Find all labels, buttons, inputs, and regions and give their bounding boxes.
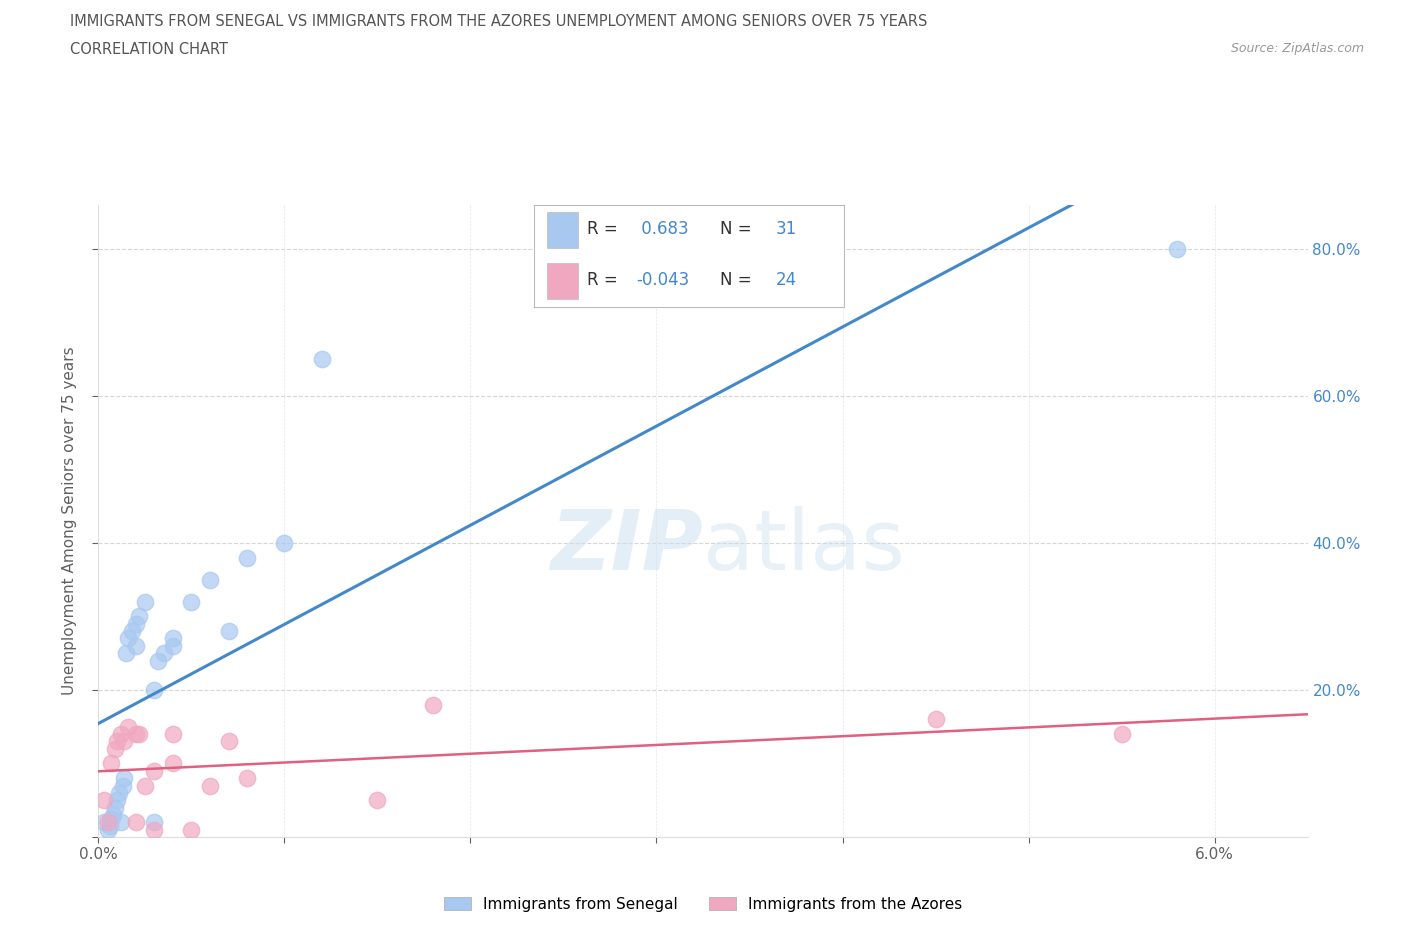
Point bbox=[114, 771, 136, 786]
Point bbox=[104, 800, 127, 815]
Point bbox=[180, 594, 202, 609]
Point bbox=[134, 778, 156, 793]
Point bbox=[124, 815, 146, 830]
Point bbox=[105, 792, 128, 807]
Point bbox=[143, 815, 166, 830]
Point bbox=[105, 734, 128, 749]
Point bbox=[422, 698, 444, 712]
Point bbox=[104, 741, 127, 756]
Text: -0.043: -0.043 bbox=[637, 272, 689, 289]
Text: R =: R = bbox=[586, 220, 623, 238]
Point bbox=[134, 594, 156, 609]
Point bbox=[97, 815, 120, 830]
Point bbox=[152, 645, 174, 660]
Text: ZIP: ZIP bbox=[550, 506, 703, 587]
Point bbox=[121, 624, 143, 639]
Point bbox=[273, 536, 295, 551]
Point bbox=[218, 624, 240, 639]
Point bbox=[236, 771, 259, 786]
Point bbox=[124, 617, 146, 631]
Point bbox=[924, 711, 946, 726]
Point bbox=[114, 734, 136, 749]
Text: CORRELATION CHART: CORRELATION CHART bbox=[70, 42, 228, 57]
Text: Source: ZipAtlas.com: Source: ZipAtlas.com bbox=[1230, 42, 1364, 55]
Point bbox=[110, 726, 132, 741]
Point bbox=[124, 638, 146, 653]
Point bbox=[117, 631, 139, 646]
Point bbox=[1111, 726, 1133, 741]
Point bbox=[93, 815, 115, 830]
Point bbox=[97, 822, 120, 837]
Point bbox=[311, 352, 333, 366]
Point bbox=[117, 719, 139, 734]
Text: R =: R = bbox=[586, 272, 623, 289]
Point bbox=[162, 631, 184, 646]
Text: 0.683: 0.683 bbox=[637, 220, 689, 238]
Point bbox=[128, 726, 150, 741]
Point bbox=[111, 778, 134, 793]
Point bbox=[108, 786, 131, 801]
Point bbox=[124, 726, 146, 741]
Point bbox=[366, 792, 388, 807]
Text: N =: N = bbox=[720, 220, 756, 238]
Point bbox=[198, 572, 221, 587]
Text: IMMIGRANTS FROM SENEGAL VS IMMIGRANTS FROM THE AZORES UNEMPLOYMENT AMONG SENIORS: IMMIGRANTS FROM SENEGAL VS IMMIGRANTS FR… bbox=[70, 14, 928, 29]
Point bbox=[143, 822, 166, 837]
Text: atlas: atlas bbox=[703, 506, 904, 587]
Point bbox=[128, 609, 150, 624]
Legend: Immigrants from Senegal, Immigrants from the Azores: Immigrants from Senegal, Immigrants from… bbox=[437, 890, 969, 918]
Point bbox=[115, 645, 138, 660]
Bar bbox=[547, 263, 578, 299]
Point bbox=[218, 734, 240, 749]
Point bbox=[162, 726, 184, 741]
Point bbox=[98, 818, 121, 833]
Point bbox=[143, 764, 166, 778]
Point bbox=[143, 683, 166, 698]
Y-axis label: Unemployment Among Seniors over 75 years: Unemployment Among Seniors over 75 years bbox=[62, 347, 77, 695]
Text: N =: N = bbox=[720, 272, 756, 289]
Point bbox=[236, 551, 259, 565]
Point bbox=[180, 822, 202, 837]
Point bbox=[146, 653, 169, 668]
Point bbox=[100, 811, 122, 826]
Point bbox=[162, 756, 184, 771]
Point bbox=[103, 807, 125, 822]
Text: 24: 24 bbox=[776, 272, 797, 289]
Point bbox=[162, 638, 184, 653]
Point bbox=[93, 792, 115, 807]
Text: 31: 31 bbox=[776, 220, 797, 238]
Point bbox=[110, 815, 132, 830]
Bar bbox=[547, 212, 578, 247]
Point bbox=[1166, 241, 1188, 256]
Point bbox=[198, 778, 221, 793]
Point bbox=[100, 756, 122, 771]
